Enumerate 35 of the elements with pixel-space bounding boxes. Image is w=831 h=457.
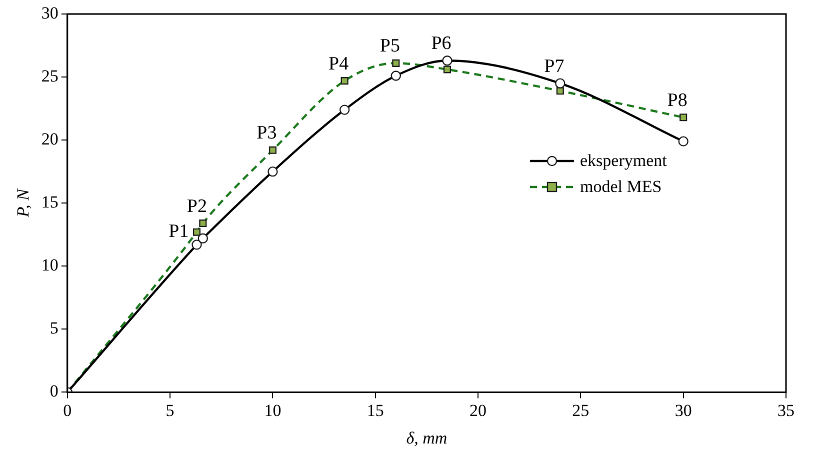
y-tick-label: 0	[50, 382, 58, 401]
y-tick-label: 25	[41, 66, 58, 86]
x-tick-label: 20	[470, 400, 487, 420]
y-tick-label: 15	[41, 192, 58, 212]
point	[339, 104, 350, 115]
point	[268, 166, 278, 177]
annotation: P8	[667, 90, 688, 111]
x-tick-label: 35	[778, 400, 794, 420]
annotation: P2	[186, 196, 207, 217]
point	[198, 233, 208, 244]
y-tick-label: 10	[41, 256, 58, 275]
x-tick-label: 5	[166, 400, 174, 420]
point	[390, 70, 402, 81]
point	[678, 136, 688, 146]
y-tick-label: 30	[41, 3, 58, 22]
annotation: P3	[256, 122, 277, 144]
x-axis-title: δ, mm	[406, 428, 448, 448]
legend-label: model MES	[580, 177, 662, 197]
x-tick-label: 25	[572, 400, 590, 420]
x-tick-label: 0	[63, 400, 72, 420]
point	[192, 240, 202, 250]
legend-label: eksperyment	[580, 151, 667, 171]
x-tick-label: 10	[264, 400, 282, 420]
y-tick-label: 20	[41, 130, 58, 149]
y-axis-title: P, N	[14, 187, 33, 218]
annotation: P1	[168, 221, 189, 242]
x-tick-label: 30	[674, 400, 692, 420]
point	[555, 78, 566, 88]
annotation: P6	[431, 33, 452, 54]
x-tick-label: 15	[366, 400, 384, 420]
annotation: P7	[544, 56, 564, 77]
annotation: P4	[328, 53, 350, 74]
annotation: P5	[380, 36, 400, 57]
point	[442, 56, 452, 66]
y-tick-label: 5	[50, 318, 58, 338]
